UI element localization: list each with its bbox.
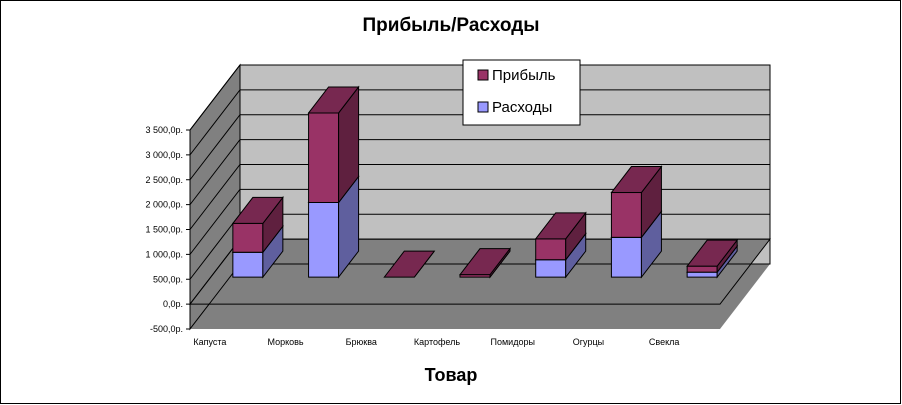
- y-axis: -500,0р. 0,0р. 500,0р. 1 000,0р. 1 500,0р. 2 …: [145, 125, 191, 334]
- y-tick-label: 1 000,0р.: [145, 249, 183, 259]
- x-tick-label: Огурцы: [573, 337, 604, 347]
- gridline: [189, 164, 770, 230]
- bar-top: [307, 86, 360, 114]
- bar-profit: [534, 211, 587, 262]
- bar-profit: [307, 85, 360, 204]
- bars: [231, 85, 739, 279]
- gridline: [189, 139, 770, 205]
- bar-top: [610, 166, 663, 194]
- bar-front: [308, 112, 340, 203]
- y-tick-label: 3 500,0р.: [145, 125, 183, 135]
- bar-profit: [231, 195, 284, 254]
- bar-front: [308, 202, 340, 278]
- bar-top: [383, 250, 436, 278]
- bar-front: [686, 265, 718, 273]
- x-tick-label: Морковь: [268, 337, 304, 347]
- y-tick-label: 0,0р.: [163, 299, 183, 309]
- y-tick-label: 500,0р.: [153, 274, 183, 284]
- bar-top: [231, 196, 284, 224]
- bar-profit: [610, 165, 663, 239]
- y-tick-label: 2 000,0р.: [145, 200, 183, 210]
- bar-front: [535, 238, 567, 261]
- x-tick-label: Свекла: [649, 337, 679, 347]
- legend-swatch: [477, 101, 489, 113]
- bar-top: [534, 212, 587, 240]
- x-tick-label: Помидоры: [491, 337, 535, 347]
- gridline: [189, 114, 770, 181]
- bar-profit: [686, 238, 739, 274]
- chart-title: Прибыль/Расходы: [363, 15, 540, 36]
- y-tick-label: -500,0р.: [150, 324, 183, 334]
- gridline: [189, 188, 770, 255]
- bar-profit: [383, 250, 436, 278]
- bar-top: [686, 239, 739, 267]
- bar-front: [535, 259, 567, 278]
- x-tick-label: Брюква: [346, 337, 377, 347]
- legend-swatch: [477, 69, 489, 81]
- bar-front: [610, 236, 642, 278]
- y-tick-label: 2 500,0р.: [145, 175, 183, 185]
- bar-front: [610, 192, 642, 238]
- legend: Прибыль Расходы: [462, 59, 581, 126]
- bar-top: [458, 248, 512, 276]
- x-axis: Капуста Морковь Брюква Картофель Помидоры Огу…: [193, 337, 679, 347]
- bar-profit: [458, 247, 512, 279]
- bar-front: [232, 222, 264, 253]
- y-tick-label: 1 500,0р.: [145, 225, 183, 235]
- x-tick-label: Картофель: [414, 337, 460, 347]
- legend-label: Расходы: [492, 99, 552, 116]
- legend-label: Прибыль: [492, 67, 556, 84]
- y-tick-label: 3 000,0р.: [145, 150, 183, 160]
- bar-front: [686, 271, 718, 278]
- x-axis-label: Товар: [425, 365, 478, 385]
- x-tick-label: Капуста: [193, 337, 226, 347]
- bar-front: [232, 251, 264, 278]
- gridline: [189, 64, 770, 131]
- gridline: [189, 89, 770, 156]
